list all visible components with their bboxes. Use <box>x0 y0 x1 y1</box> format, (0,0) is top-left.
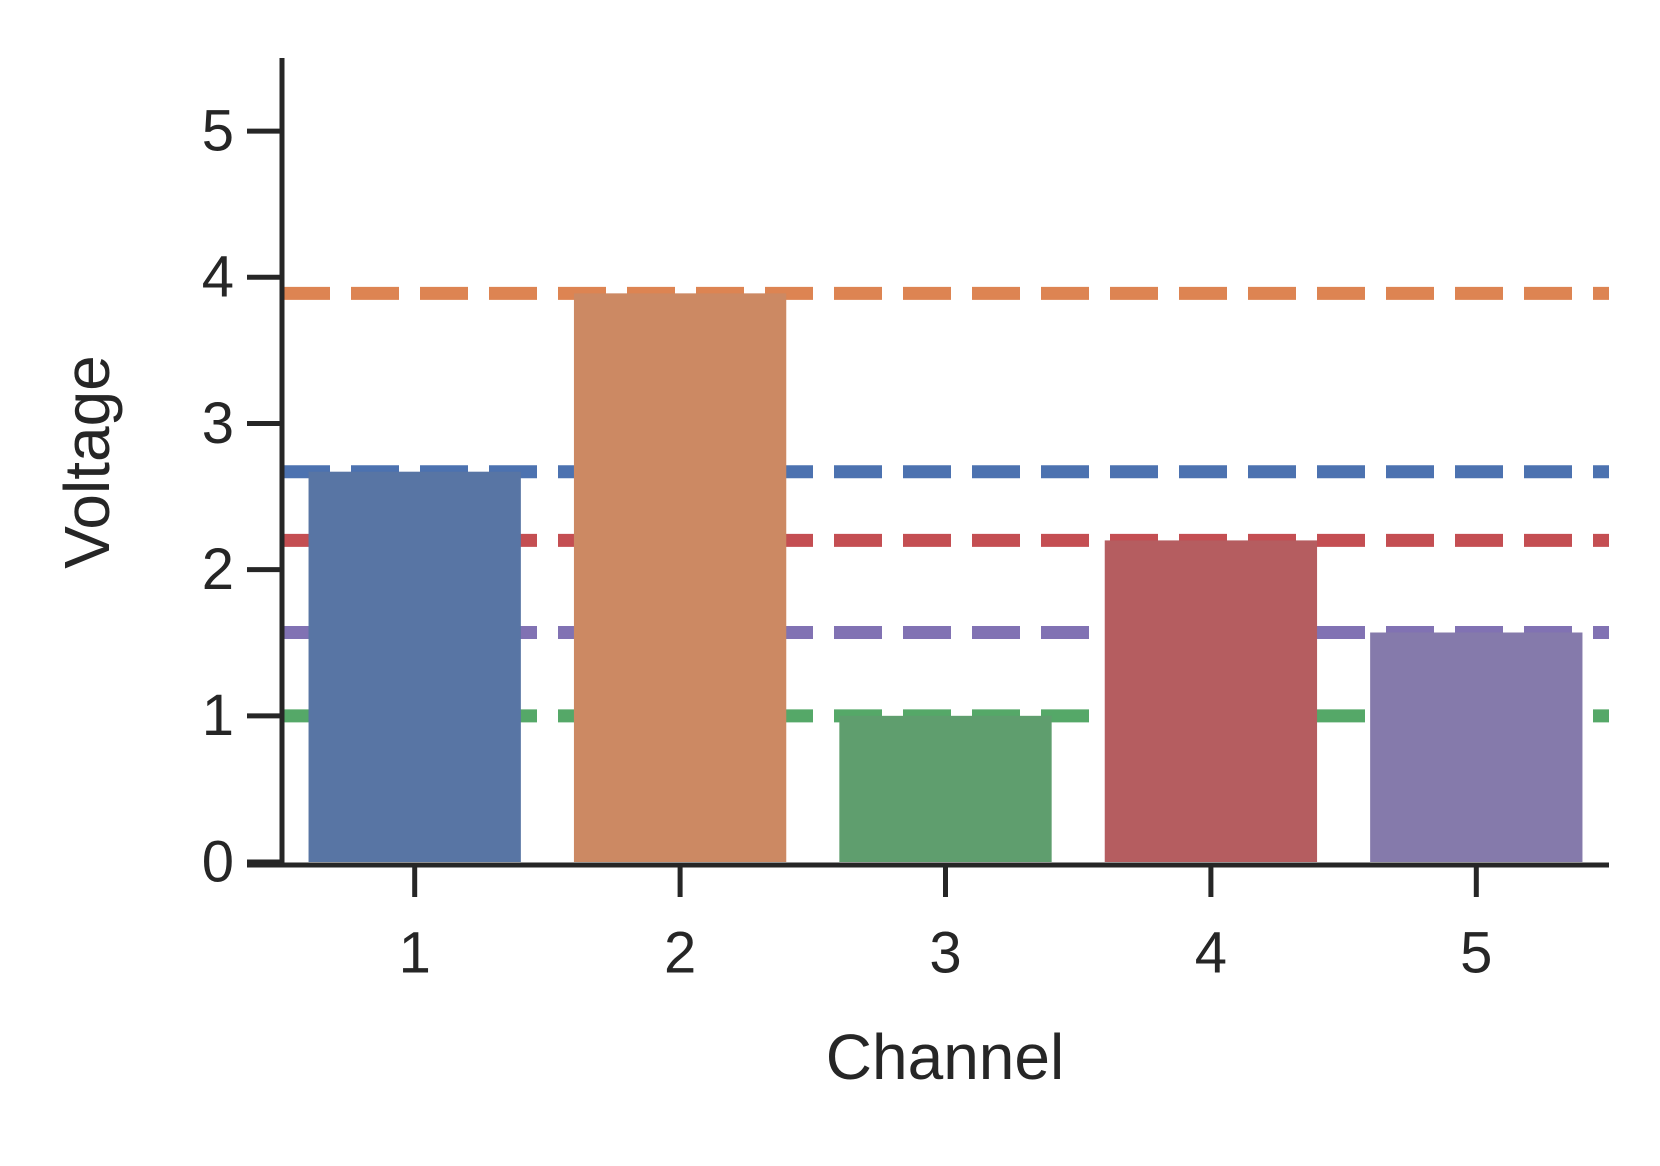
y-tick-label: 4 <box>202 245 234 310</box>
x-axis-label: Channel <box>826 1021 1064 1093</box>
bar <box>308 471 521 862</box>
y-tick-label: 5 <box>202 98 234 163</box>
bar <box>573 293 787 862</box>
y-tick-label: 1 <box>202 683 234 748</box>
x-tick-label: 5 <box>1460 920 1492 985</box>
x-tick-label: 1 <box>399 920 431 985</box>
x-tick-label: 4 <box>1195 920 1227 985</box>
y-tick-label: 0 <box>202 829 234 894</box>
y-tick-label: 3 <box>202 391 234 456</box>
bar <box>1104 540 1318 862</box>
x-tick-label: 3 <box>929 920 961 985</box>
bar <box>839 715 1052 862</box>
bar <box>1370 632 1583 862</box>
y-tick-label: 2 <box>202 537 234 602</box>
x-tick-label: 2 <box>664 920 696 985</box>
y-axis-label: Voltage <box>51 355 123 569</box>
